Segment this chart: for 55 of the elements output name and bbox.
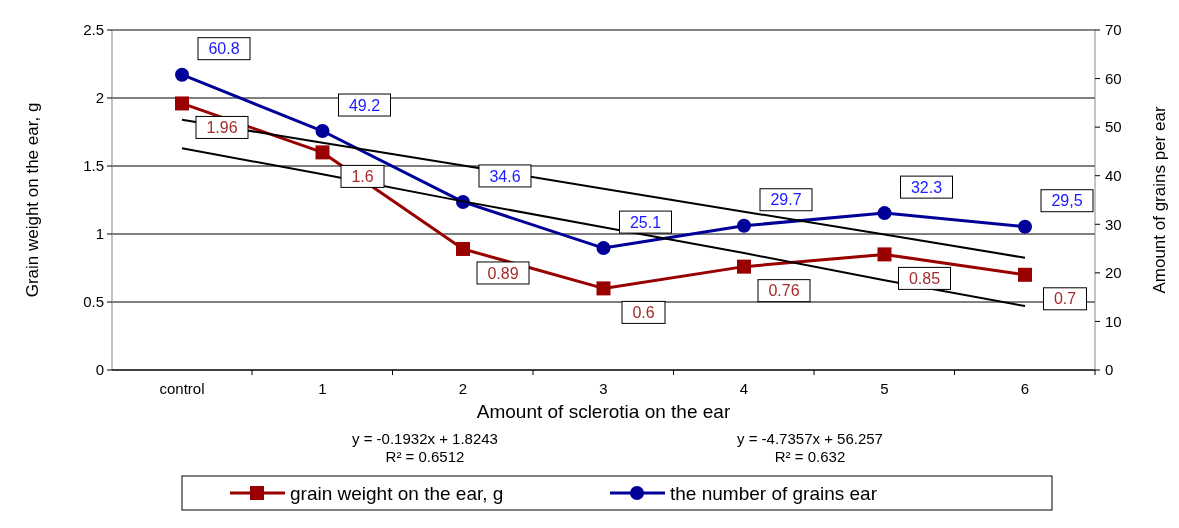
x-tick-label: 5 <box>880 380 889 397</box>
legend-label: the number of grains ear <box>670 482 878 504</box>
data-label: 29,5 <box>1051 192 1083 210</box>
point <box>1018 267 1032 282</box>
y-tick-label: 0.5 <box>83 293 104 311</box>
data-label: 25.1 <box>629 213 662 231</box>
x-tick-label: 2 <box>458 380 468 397</box>
point <box>315 124 330 139</box>
text: y = -4.7357x + 56.257 R² = 0.632 <box>737 430 883 465</box>
y2-tick-label: 40 <box>1105 166 1122 184</box>
y2-tick-label: 10 <box>1105 312 1122 330</box>
x-tick-label: 3 <box>599 380 608 397</box>
data-label: 0.76 <box>768 282 800 300</box>
data-label: 0.85 <box>908 270 941 287</box>
point <box>596 281 611 296</box>
y2-tick-label: 50 <box>1105 118 1122 136</box>
data-label: 1.6 <box>351 168 374 185</box>
point <box>315 145 330 160</box>
y2-tick-label: 0 <box>1105 361 1114 379</box>
y-tick-label: 0 <box>95 361 104 379</box>
data-label: 34.6 <box>489 167 521 185</box>
point <box>737 259 751 274</box>
point <box>596 241 611 256</box>
y-tick-label: 1 <box>95 225 104 243</box>
data-label: 0.7 <box>1053 290 1077 308</box>
y2-tick-label: 70 <box>1105 21 1122 39</box>
x-tick-label: 1 <box>318 380 327 397</box>
y-tick-label: 1.5 <box>83 157 104 175</box>
y-tick-label: 2 <box>95 89 104 107</box>
x-tick-label: control <box>159 380 205 397</box>
data-label: 0.6 <box>632 304 655 321</box>
y2-axis-title: Amount of grains per ear <box>1150 106 1169 294</box>
legend-label: grain weight on the ear, g <box>290 482 504 504</box>
y-axis-title: Grain weight on the ear, g <box>23 102 42 298</box>
y2-tick-label: 60 <box>1105 69 1122 87</box>
y2-tick-label: 20 <box>1105 264 1122 282</box>
point <box>456 241 470 256</box>
y2-tick-label: 30 <box>1105 215 1122 233</box>
point <box>1018 219 1032 234</box>
point <box>877 206 892 221</box>
y-tick-label: 2.5 <box>83 21 104 39</box>
text: y = -0.1932x + 1.8243 R² = 0.6512 <box>352 430 498 465</box>
point <box>737 218 751 233</box>
x-tick-label: 4 <box>739 380 749 397</box>
x-axis-title: Amount of sclerotia on the ear <box>476 401 731 422</box>
point <box>175 96 189 111</box>
data-label: 1.96 <box>206 119 238 137</box>
data-label: 49.2 <box>348 96 381 114</box>
data-label: 32.3 <box>910 178 943 196</box>
data-label: 60.8 <box>208 40 240 58</box>
data-label: 0.89 <box>487 264 519 282</box>
data-label: 29.7 <box>770 191 802 209</box>
point <box>175 67 189 82</box>
x-tick-label: 6 <box>1020 380 1030 397</box>
point <box>877 247 892 262</box>
